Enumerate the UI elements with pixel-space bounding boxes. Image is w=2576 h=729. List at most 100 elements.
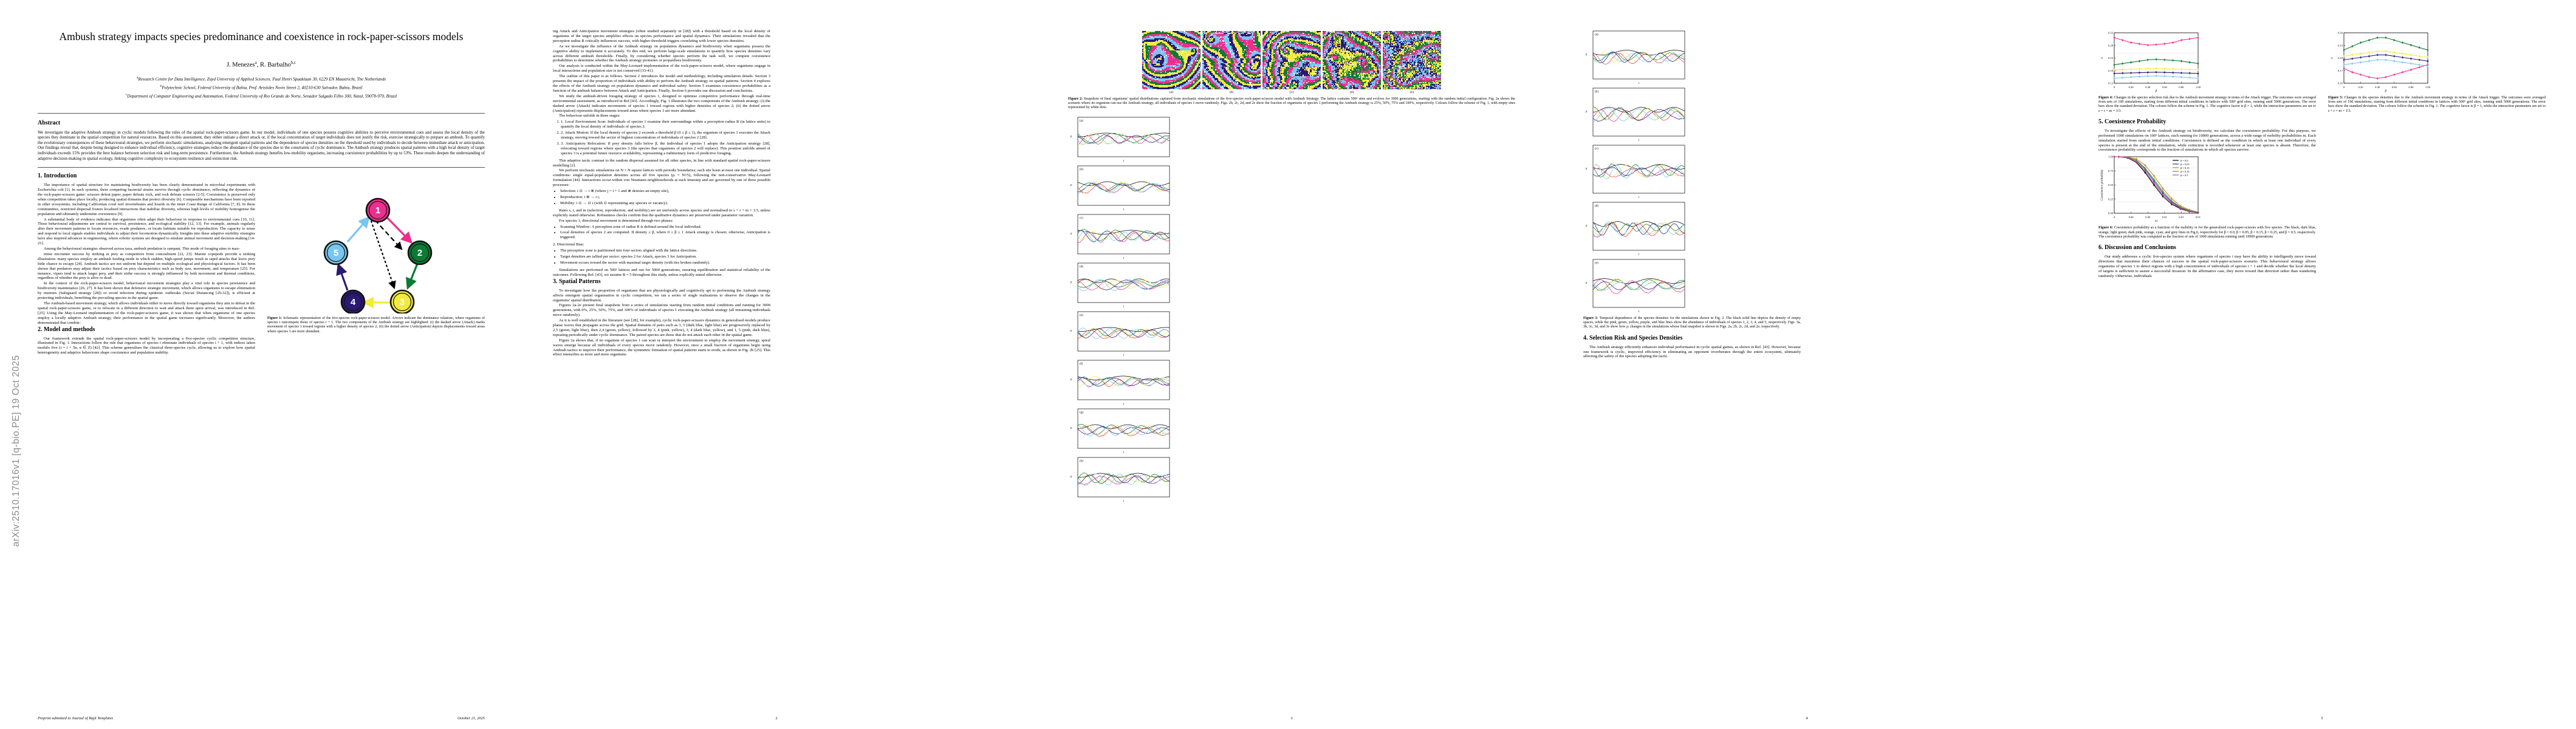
paragraph: imise encounter success by striking at p… (38, 252, 255, 281)
svg-text:0.19: 0.19 (2338, 44, 2343, 47)
paragraph: For species 1, directional movement is d… (553, 219, 770, 224)
figure-6: 0 0.00 0.00 0.01 0.01 0.01 0.00 0.25 0.50 0.75 1.0… (2098, 153, 2316, 239)
svg-text:(b): (b) (1595, 89, 1598, 94)
svg-text:ρ: ρ (2330, 57, 2334, 60)
page-number: 4 (1806, 716, 1807, 720)
lattice-panel-labels: (a) (b) (c) (d) (e) (1068, 91, 1515, 94)
svg-text:β = 0.05: β = 0.05 (2180, 163, 2190, 166)
svg-text:(f): (f) (1080, 361, 1083, 366)
node-1: 1 (366, 199, 389, 222)
rps-pentagon-diagram: 1 2 3 4 (273, 186, 479, 313)
affiliation-a: aResearch Centre for Data Intelligence, … (38, 75, 485, 82)
svg-text:0.33: 0.33 (2108, 32, 2114, 35)
svg-text:0.40: 0.40 (2375, 86, 2380, 89)
paragraph: Our study addresses a cyclic five-specie… (2098, 255, 2316, 279)
paragraph: We study the ambush-driven foraging stra… (553, 94, 770, 114)
timeseries-panel: (b) ρ t (1068, 164, 1286, 211)
svg-text:m: m (2155, 219, 2157, 223)
page-3-footer: 3 (1068, 716, 1515, 720)
line-chart: 0 0.00 0.00 0.01 0.01 0.010.000.250.500.751.0… (2098, 153, 2202, 223)
figure-1: 1 2 3 4 (267, 186, 485, 339)
page-5-footer: 5 (2098, 716, 2546, 720)
paragraph: The Ambush-based movement strategy, whic… (38, 301, 255, 326)
date-footer: October 21, 2025 (457, 716, 485, 720)
figure-2-caption-text: Snapshots of final organisms' spatial di… (1068, 97, 1515, 109)
timeseries-plot: (c)ρt (1583, 143, 1687, 199)
process-list: Selection: i ⊙ → i ⊗ (where j = i + 1 an… (553, 189, 770, 206)
svg-text:t: t (1123, 403, 1125, 406)
svg-text:3: 3 (400, 297, 405, 307)
paragraph: Figure 2a shows that, if no organism of … (553, 338, 770, 358)
figure-4: 0 0.20 0.40 0.60 0.80 1.00 0.13 0.18 0.23 0.28 0.3… (2098, 29, 2316, 114)
ambush-stage-list: 1. Local Environment Scan: Individuals o… (553, 120, 770, 156)
svg-text:ρ: ρ (1070, 426, 1072, 430)
svg-text:0.60: 0.60 (2162, 86, 2168, 89)
timeseries-panel: (a) ρ t (1583, 29, 1801, 85)
paragraph: 2. Directional Bias: (553, 242, 770, 247)
node-2: 2 (408, 241, 431, 264)
figure-5-caption-text: Changes in the species densities due to … (2328, 96, 2546, 113)
svg-text:0.75: 0.75 (2108, 169, 2114, 173)
svg-text:t: t (1123, 500, 1125, 503)
svg-text:ρ: ρ (1070, 232, 1072, 235)
svg-text:0.18: 0.18 (2338, 56, 2343, 60)
timeseries-panel: (d) ρ t (1583, 200, 1801, 256)
list-item: Selection: i ⊙ → i ⊗ (where j = i + 1 an… (560, 189, 770, 194)
svg-text:ρ: ρ (1070, 183, 1072, 187)
page-title: Ambush strategy impacts species predomin… (38, 29, 485, 44)
list-item: The perception zone is partitioned into … (560, 248, 770, 253)
paragraph: In the context of the rock-paper-scissor… (38, 281, 255, 301)
svg-text:0: 0 (2343, 86, 2345, 89)
timeseries-plot: (a)ρt (1583, 29, 1687, 85)
paragraph: Figures 2a-2e present final snapshots fr… (553, 303, 770, 318)
figure-5-label: Figure 5: (2328, 96, 2343, 100)
svg-text:0.01: 0.01 (2179, 216, 2184, 219)
journal-footer: Preprint submitted to Journal of BigX Te… (38, 716, 113, 720)
svg-text:0.13: 0.13 (2108, 82, 2114, 85)
section-heading-coexistence: 5. Coexistence Probability (2098, 118, 2316, 125)
figure-2-label: Figure 2: (1068, 97, 1083, 101)
page-3-columns: (a) ρ t (b) ρ t (c) ρ t (d) ρ t (e) ρ t (f) ρ t (g) ρ t (h) ρ t (1068, 115, 1515, 650)
timeseries-panel: (e) ρ t (1068, 310, 1286, 357)
svg-text:0.20: 0.20 (2338, 32, 2343, 35)
paragraph: Among the behavioural strategies observe… (38, 247, 255, 252)
figure-6-label: Figure 6: (2098, 226, 2113, 230)
page-number: 3 (1290, 716, 1292, 720)
svg-text:0.50: 0.50 (2108, 184, 2114, 187)
figure-2: (a) (b) (c) (d) (e) Figure 2: Snapshots of f… (1068, 31, 1515, 111)
section-heading-selection-risk: 4. Selection Risk and Species Densities (1583, 335, 1801, 341)
svg-text:2: 2 (417, 248, 422, 258)
svg-text:t: t (1123, 306, 1125, 309)
svg-text:0: 0 (2114, 86, 2115, 89)
timeseries-plot: (b)ρt (1068, 164, 1171, 211)
timeseries-plot: (e)ρt (1068, 310, 1171, 357)
list-item: Local densities of species 2 are compute… (560, 230, 770, 240)
timeseries-plot: (d)ρt (1583, 200, 1687, 256)
svg-text:(e): (e) (1595, 261, 1598, 265)
directional-bias-list: The perception zone is partitioned into … (553, 248, 770, 265)
timeseries-panel: (c) ρ t (1068, 213, 1286, 260)
paragraph: The behaviour unfolds in three stages: (553, 114, 770, 118)
paragraph: The outline of this paper is as follows.… (553, 74, 770, 94)
svg-text:ρ: ρ (1070, 329, 1072, 332)
svg-text:0.23: 0.23 (2108, 56, 2114, 60)
svg-text:0: 0 (2114, 216, 2115, 219)
svg-text:t: t (1123, 208, 1125, 211)
svg-text:β: β (2155, 89, 2157, 93)
svg-text:0.80: 0.80 (2179, 86, 2184, 89)
svg-text:β = 0.5: β = 0.5 (2180, 174, 2188, 177)
paragraph: We perform stochastic simulations on N ×… (553, 168, 770, 188)
svg-text:β = 0.25: β = 0.25 (2180, 170, 2190, 173)
svg-text:0.25: 0.25 (2108, 198, 2114, 201)
svg-text:(d): (d) (1595, 204, 1598, 208)
timeseries-plot: (g)ρt (1068, 407, 1171, 454)
figure-6-caption-text: Coexistence probability as a function of… (2098, 226, 2316, 238)
paragraph: A substantial body of evidence indicates… (38, 217, 255, 246)
svg-text:(a): (a) (1080, 118, 1083, 123)
page-3: (a) (b) (c) (d) (e) Figure 2: Snapshots of f… (1030, 0, 1546, 729)
page-4-footer: 4 (1583, 716, 2030, 720)
svg-text:β = 0.0: β = 0.0 (2180, 159, 2188, 162)
paragraph: The Ambush strategy efficiently enhances… (1583, 345, 1801, 360)
page-5-columns: 0 0.20 0.40 0.60 0.80 1.00 0.13 0.18 0.23 0.28 0.3… (2098, 29, 2546, 691)
